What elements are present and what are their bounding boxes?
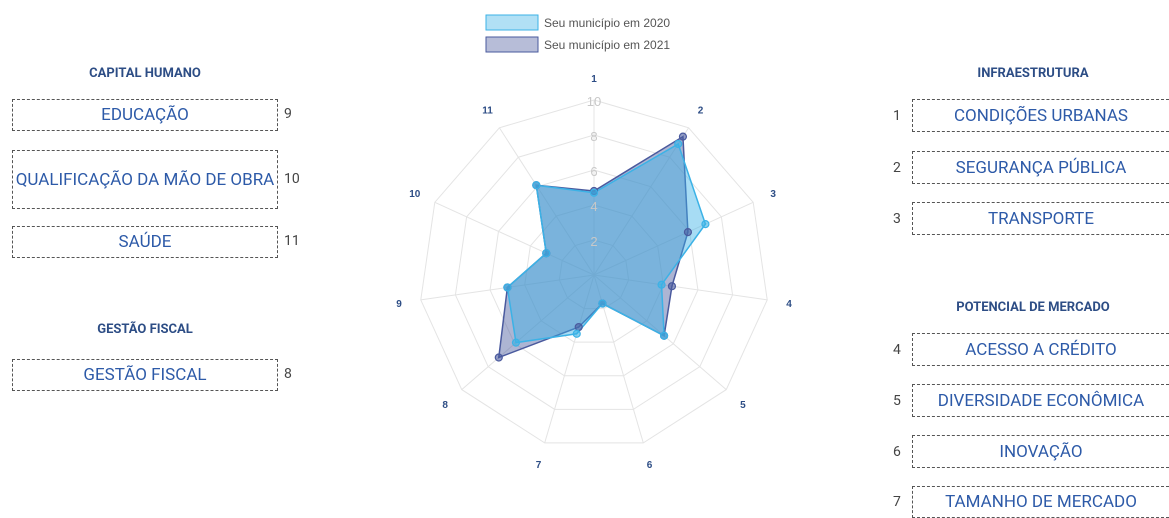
indicator-box: SAÚDE bbox=[12, 226, 278, 258]
legend-swatch bbox=[485, 14, 539, 31]
data-point bbox=[667, 282, 677, 291]
indicator-box: GESTÃO FISCAL bbox=[12, 359, 278, 391]
data-point bbox=[701, 220, 710, 229]
tick-label: 2 bbox=[590, 234, 597, 249]
grid-ring bbox=[454, 134, 734, 410]
indicator-number: 3 bbox=[893, 210, 901, 227]
indicator-number: 11 bbox=[284, 233, 300, 249]
data-point bbox=[674, 139, 683, 149]
axis-label: 5 bbox=[740, 400, 746, 411]
indicator-number: 2 bbox=[893, 159, 901, 176]
axis-label: 8 bbox=[442, 400, 448, 411]
axis-label: 9 bbox=[396, 299, 402, 310]
spoke bbox=[544, 274, 595, 444]
data-point bbox=[511, 338, 521, 347]
data-point bbox=[598, 299, 607, 308]
tick-label: 6 bbox=[590, 164, 597, 179]
grid-ring bbox=[558, 239, 630, 310]
indicator-box: DIVERSIDADE ECONÔMICA bbox=[912, 384, 1169, 417]
grid-ring bbox=[420, 99, 768, 444]
section-title: GESTÃO FISCAL bbox=[97, 322, 193, 337]
data-point bbox=[542, 249, 551, 258]
data-point bbox=[494, 353, 503, 362]
indicator-box: ACESSO A CRÉDITO bbox=[912, 333, 1169, 366]
axis-label: 11 bbox=[482, 105, 493, 116]
indicator-box: TRANSPORTE bbox=[912, 202, 1169, 235]
data-point bbox=[589, 188, 599, 197]
indicator-box: INOVAÇÃO bbox=[912, 435, 1169, 468]
section-title: POTENCIAL DE MERCADO bbox=[956, 300, 1110, 315]
indicator-number: 6 bbox=[893, 443, 901, 460]
spoke bbox=[593, 274, 727, 390]
axis-label: 1 bbox=[591, 74, 597, 85]
spoke bbox=[461, 274, 595, 390]
axis-label: 6 bbox=[647, 460, 653, 471]
indicator-number: 1 bbox=[893, 107, 901, 124]
indicator-box: CONDIÇÕES URBANAS bbox=[912, 99, 1169, 132]
indicator-box: SEGURANÇA PÚBLICA bbox=[912, 151, 1169, 184]
tick-label: 4 bbox=[590, 199, 597, 214]
spoke bbox=[593, 201, 754, 276]
legend-label: Seu município em 2020 bbox=[544, 16, 670, 30]
axis-label: 3 bbox=[770, 189, 776, 200]
series-area bbox=[506, 142, 707, 344]
indicator-box: TAMANHO DE MERCADO bbox=[912, 486, 1169, 518]
spoke bbox=[498, 127, 595, 276]
data-point bbox=[678, 132, 688, 141]
section-title: INFRAESTRUTURA bbox=[977, 66, 1089, 81]
section-title: CAPITAL HUMANO bbox=[89, 66, 201, 81]
data-point bbox=[657, 280, 666, 289]
indicator-number: 10 bbox=[284, 170, 300, 187]
grid-ring bbox=[524, 204, 664, 343]
indicator-number: 7 bbox=[893, 494, 901, 510]
tick-label: 8 bbox=[590, 129, 597, 144]
data-point bbox=[574, 322, 583, 332]
spoke bbox=[593, 127, 690, 276]
tick-label: 10 bbox=[587, 94, 601, 109]
spoke bbox=[434, 201, 595, 276]
data-point bbox=[532, 181, 541, 190]
indicator-box: EDUCAÇÃO bbox=[12, 99, 278, 131]
axis-label: 2 bbox=[698, 105, 704, 116]
legend-swatch bbox=[485, 36, 539, 53]
legend-label: Seu município em 2021 bbox=[544, 38, 670, 52]
data-point bbox=[572, 329, 581, 338]
grid-ring bbox=[489, 169, 699, 377]
indicator-number: 5 bbox=[893, 392, 901, 409]
data-point bbox=[683, 228, 693, 237]
axis-label: 4 bbox=[786, 299, 792, 310]
data-point bbox=[659, 331, 669, 340]
spoke bbox=[593, 274, 768, 301]
indicator-number: 4 bbox=[893, 341, 901, 358]
axis-label: 7 bbox=[536, 460, 542, 471]
indicator-number: 9 bbox=[284, 106, 292, 122]
axis-label: 10 bbox=[409, 189, 421, 200]
indicator-number: 8 bbox=[284, 366, 292, 382]
indicator-box: QUALIFICAÇÃO DA MÃO DE OBRA bbox=[12, 150, 278, 209]
data-point bbox=[503, 283, 512, 292]
